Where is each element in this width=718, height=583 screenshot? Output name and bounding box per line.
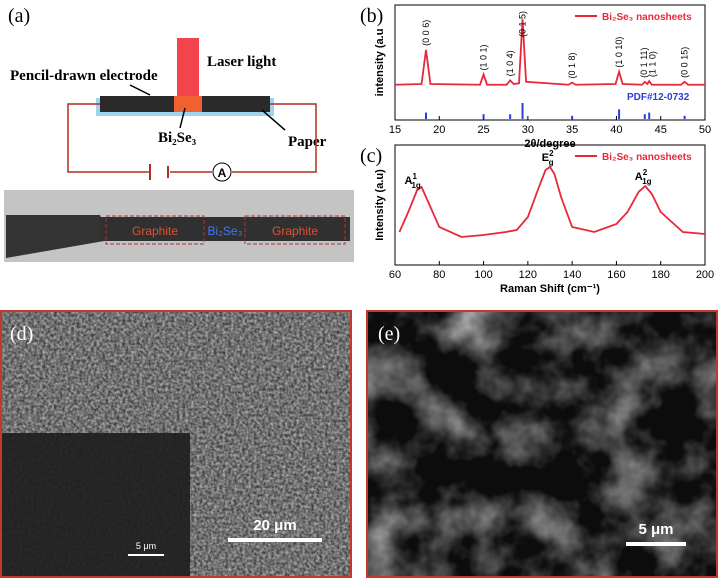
peak-label-part: 1 [412,172,417,181]
scale-label: 20 μm [253,517,296,534]
x-tick-label: 180 [652,269,670,281]
y-axis-label: Intensity (a.u) [374,169,386,241]
peak-label: (1 0 10) [614,37,624,68]
legend-label: Bi₂Se₃ nanosheets [602,152,692,163]
peak-label-part: E [542,152,549,164]
laser-label: Laser light [207,54,276,70]
peak-label: (0 1 11) [639,47,649,77]
photo-label: Graphite [272,224,318,238]
spectrum [394,19,705,86]
box [105,215,205,245]
circuit [67,103,317,173]
peak-label-part: 2 [549,149,554,158]
panel-d: (d) 20 μm 5 μm [0,310,352,578]
panel-e: (e) 5 μm [366,310,718,578]
arrow [129,84,151,96]
x-tick-label: 80 [433,269,445,281]
charts: (b) 15 20 25 30 35 40 45 50 2θ/degree intensity (a… [360,4,714,295]
electrode-label: Pencil-drawn electrode [10,68,158,84]
reference-label: PDF#12-0732 [627,92,690,103]
peak-label-part: A [635,171,643,183]
peak-label: (0 0 15) [680,47,690,78]
laser-spot [174,96,202,112]
peak-label-part: 2 [643,168,648,177]
sem-texture [368,312,716,576]
peak-label-part: 1g [642,177,651,186]
panel-a: (a) Laser light Pencil-drawn electrode B… [4,5,354,262]
peak-label-part: 1g [411,181,420,190]
panel-label: (c) [360,145,382,167]
plot-frame [394,4,706,121]
spectrum [398,165,706,238]
x-tick-label: 25 [477,124,489,136]
panel-label: (d) [10,323,33,345]
x-axis-label: Raman Shift (cm⁻¹) [500,283,600,295]
arrow [261,109,286,131]
scale-label: 5 μm [136,541,156,551]
peak-label-part: g [549,158,554,167]
x-tick-label: 30 [522,124,534,136]
peak-label: (0 0 6) [421,20,431,46]
legend-label: Bi₂Se₃ nanosheets [602,12,692,23]
x-tick-label: 200 [696,269,714,281]
photo-label: Bi₂Se₃ [208,224,243,238]
material-label: Bi₂Se₃ [158,130,197,146]
x-tick-label: 40 [610,124,622,136]
peak-label-part: A [405,175,413,187]
x-tick-label: 15 [389,124,401,136]
x-tick-label: 120 [519,269,537,281]
peak-label: (0 1 5) [518,11,528,37]
peak-label: (1 0 4) [505,50,515,76]
x-axis-label: 2θ/degree [524,138,575,150]
peak-label: A1 1g [405,172,421,190]
peak-label: (1 1 0) [648,51,658,77]
plot-frame [394,144,706,266]
x-tick-label: 100 [474,269,492,281]
photo-electrode [6,215,110,258]
x-tick-label: 45 [655,124,667,136]
laser-beam [177,38,199,113]
photo-label: Graphite [132,224,178,238]
panel-label: (b) [360,5,383,27]
x-tick-label: 50 [699,124,711,136]
box [244,215,346,245]
x-tick-label: 60 [389,269,401,281]
peak-label: (0 1 8) [567,53,577,79]
photo-strip [100,217,350,241]
y-axis-label: intensity (a.u [374,29,386,97]
ammeter [212,162,232,182]
panel-label: (e) [378,323,400,345]
scale-label: 5 μm [638,521,673,538]
paper-label: Paper [288,134,327,150]
arrow [179,107,186,129]
peak-label: A2 1g [635,168,652,186]
peak-label: (1 0 1) [479,45,489,71]
x-tick-label: 160 [607,269,625,281]
inset [2,433,190,576]
x-tick-label: 35 [566,124,578,136]
x-tick-label: 140 [563,269,581,281]
peak-label: E2 g [542,149,554,167]
x-tick-label: 20 [433,124,445,136]
ammeter-label: A [218,166,227,180]
panel-label: (a) [8,5,30,27]
